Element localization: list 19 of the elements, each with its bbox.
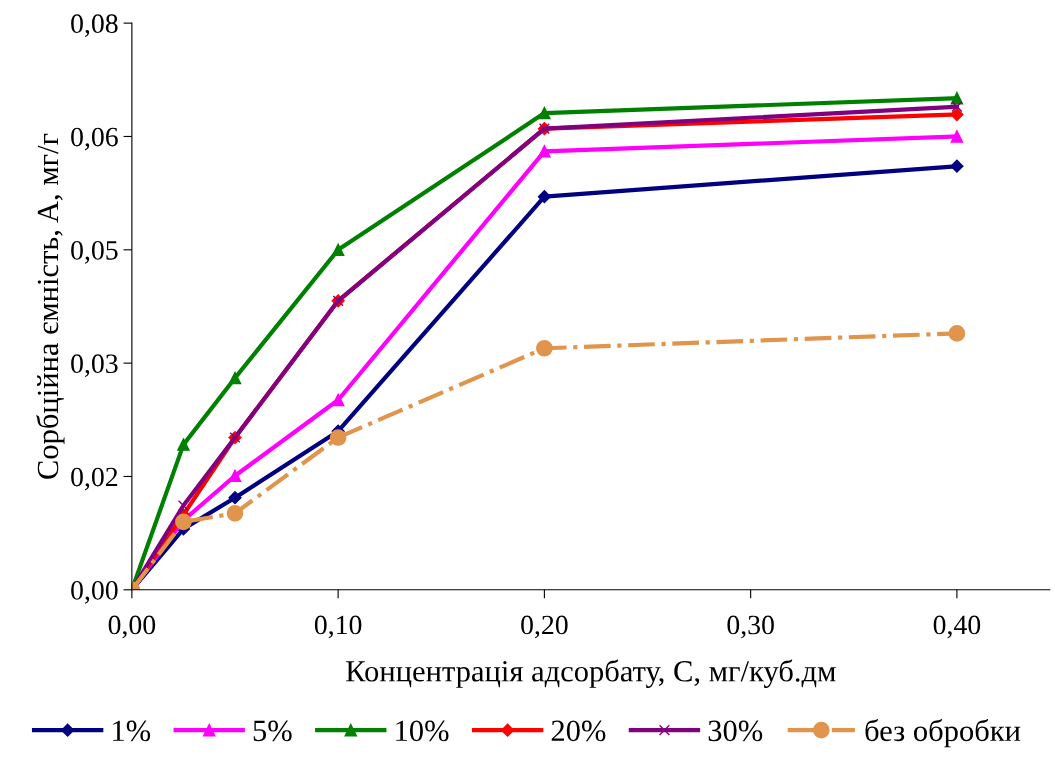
legend-label: без обробки [865, 718, 1021, 748]
x-tick-label: 0,30 [727, 615, 774, 639]
legend-label: 5% [253, 720, 292, 742]
x-axis-title: Концентрація адсорбату, C, мг/куб.дм [346, 659, 836, 688]
legend-label: 10% [396, 720, 449, 742]
x-tick-label: 0,20 [521, 615, 568, 639]
legend-label: 1% [113, 720, 151, 742]
y-tick-label: 0,05 [71, 240, 118, 264]
legend-label: 20% [551, 720, 606, 742]
y-tick-label: 0,08 [71, 14, 118, 38]
y-axis-title: Сорбційна ємність, A, мг/г [36, 133, 65, 479]
y-tick-label: 0,02 [71, 467, 118, 491]
y-tick-label: 0,06 [71, 127, 118, 151]
x-tick-label: 0,40 [933, 615, 981, 639]
y-tick-label: 0,00 [71, 580, 118, 604]
x-tick-label: 0,10 [314, 615, 362, 639]
x-tick-label: 0,00 [108, 615, 156, 639]
y-tick-label: 0,03 [71, 354, 118, 378]
legend-label: 30% [708, 720, 763, 742]
